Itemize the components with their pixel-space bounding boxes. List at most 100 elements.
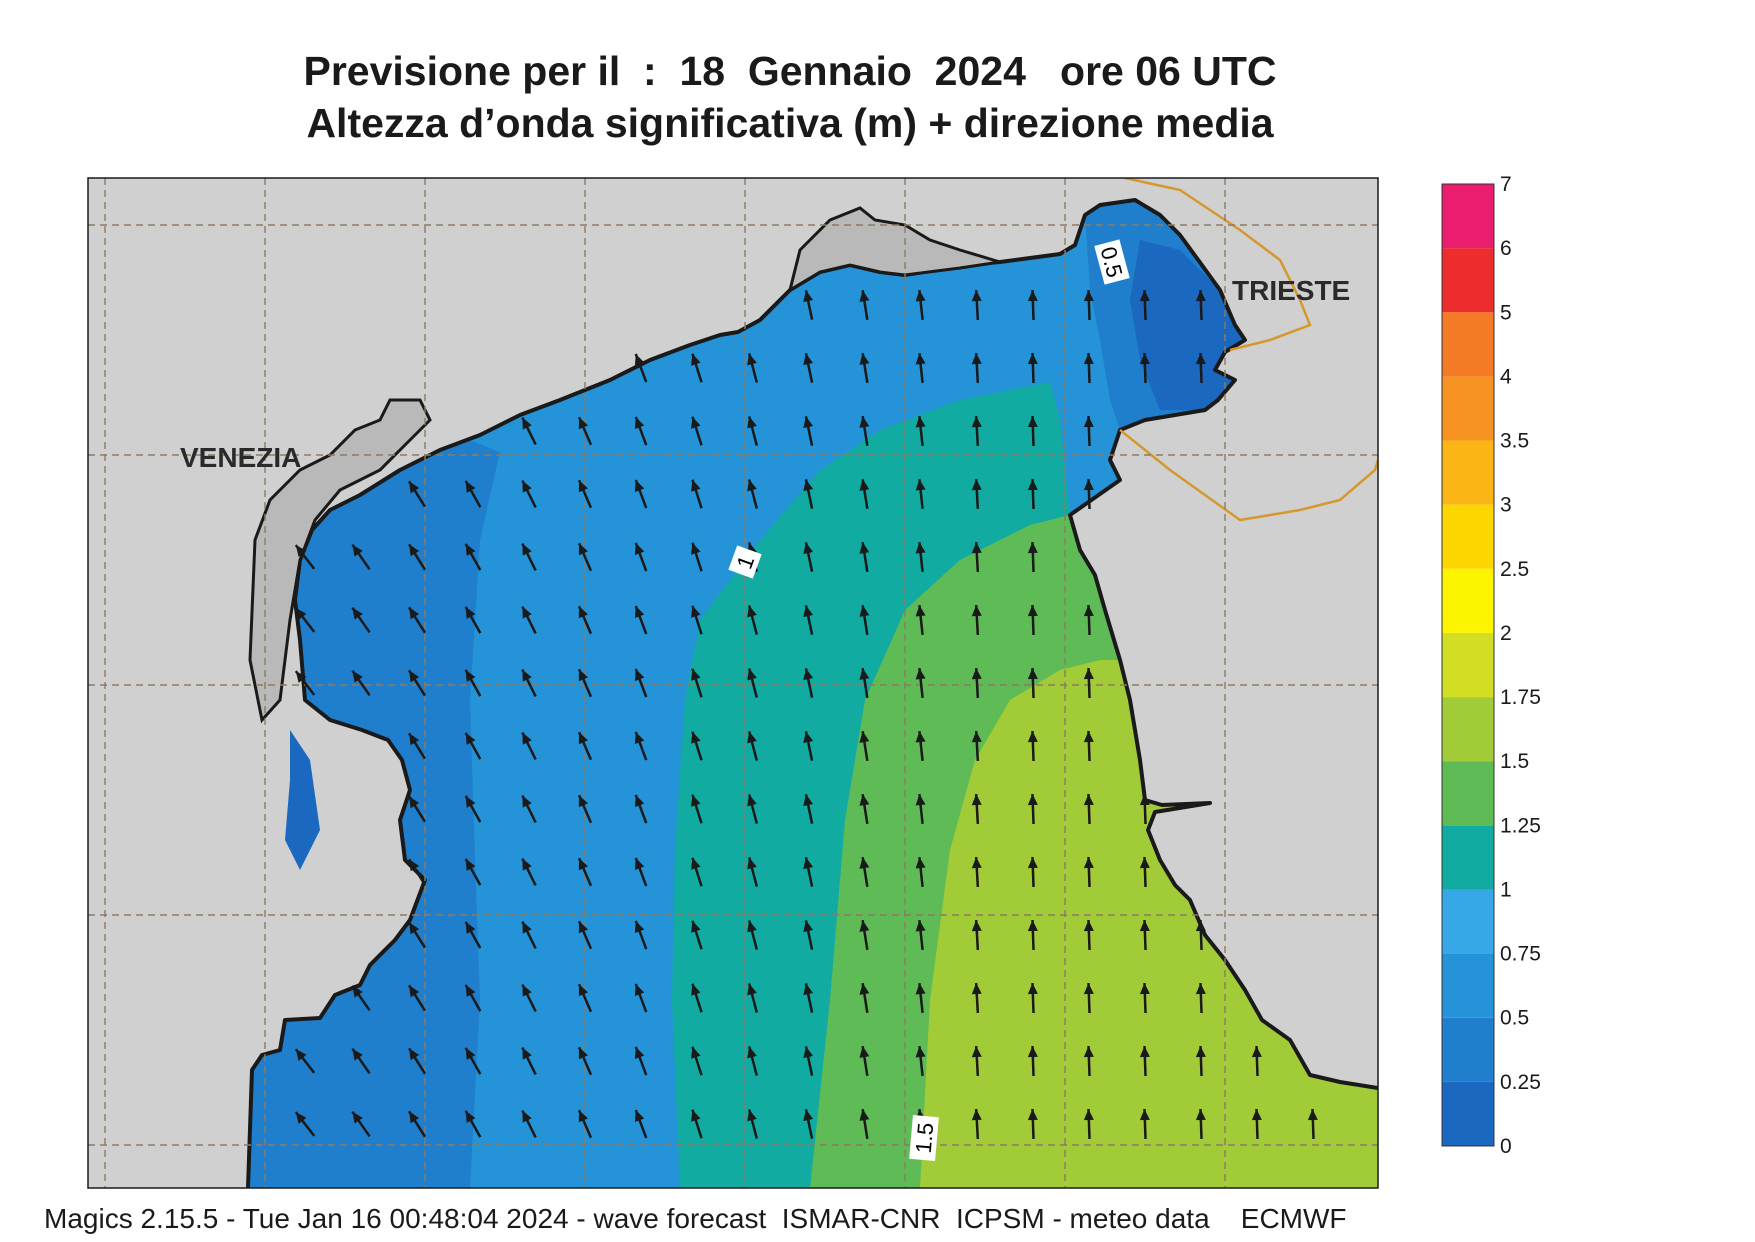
wave-arrow-head [1027, 353, 1038, 365]
wave-arrow-head [465, 1110, 476, 1123]
wave-arrow-head [859, 920, 870, 932]
wave-arrow-head [1083, 353, 1094, 365]
wave-arrow-head [634, 479, 645, 493]
wave-arrow-head [803, 983, 814, 996]
wave-arrow-head [352, 670, 363, 683]
wave-arrow-head [409, 1111, 420, 1124]
wave-arrow-head [691, 1046, 701, 1059]
wave-arrow-head [971, 416, 982, 428]
wave-arrow-head [634, 920, 645, 934]
wave-arrow-head [803, 353, 814, 366]
wave-arrow-head [915, 983, 926, 995]
wave-arrow-head [859, 857, 870, 869]
wave-arrow-head [915, 1046, 926, 1058]
wave-arrow-head [578, 858, 589, 871]
wave-arrow-head [634, 1109, 645, 1123]
colorbar-level-label: 3 [1500, 494, 1512, 517]
wave-arrow-head [409, 796, 420, 809]
wave-arrow-head [691, 857, 701, 870]
wave-arrow-head [409, 481, 420, 494]
wave-arrow-head [971, 668, 982, 680]
wave-arrow-head [578, 417, 589, 430]
wave-arrow-head [803, 416, 814, 429]
wave-arrow-head [352, 985, 363, 998]
wave-arrow-head [1027, 479, 1038, 491]
wave-arrow-head [859, 731, 870, 743]
colorbar-swatch [1442, 312, 1494, 377]
national-border [1119, 178, 1378, 522]
wave-arrow-head [915, 920, 926, 932]
wave-arrow-head [578, 669, 589, 682]
wave-arrow-head [691, 605, 701, 618]
wave-arrow-head [691, 479, 701, 492]
wave-arrow-head [1139, 920, 1150, 932]
wave-arrow-head [747, 353, 757, 366]
wave-arrow-head [1139, 1046, 1150, 1058]
wave-arrow-head [859, 668, 870, 680]
wave-arrow-head [915, 479, 926, 491]
wave-arrow-head [1027, 857, 1038, 869]
wave-arrow-head [465, 543, 476, 556]
wave-arrow-head [522, 858, 532, 871]
wave-arrow-head [522, 543, 532, 556]
wave-arrow-head [634, 1046, 645, 1060]
wave-arrow-head [1083, 479, 1094, 491]
wave-arrow-head [971, 983, 982, 995]
wave-arrow-head [747, 983, 757, 996]
wave-arrow-head [803, 290, 814, 303]
wave-arrow-head [409, 670, 420, 683]
colorbar-swatch [1442, 184, 1494, 249]
wave-arrow-head [691, 983, 701, 996]
wave-arrow-head [352, 1111, 363, 1124]
wave-arrow-head [1139, 794, 1150, 806]
wave-arrow-head [803, 479, 814, 492]
wave-arrow-head [1251, 1109, 1262, 1121]
wave-arrow-head [634, 668, 645, 682]
wave-arrow-head [352, 607, 363, 620]
wave-arrow-head [1083, 794, 1094, 806]
wave-arrow-head [409, 922, 420, 935]
wave-arrow-head [803, 1046, 814, 1059]
colorbar-level-label: 1 [1500, 878, 1512, 901]
map-title-line2: Altezza d’onda significativa (m) + direz… [306, 100, 1274, 146]
wave-arrow-head [971, 794, 982, 806]
wave-arrow-head [859, 983, 870, 995]
wave-arrow-head [634, 857, 645, 871]
wave-arrow-head [747, 605, 757, 618]
wave-arrow-head [1195, 920, 1206, 932]
colorbar-swatch [1442, 376, 1494, 441]
wave-arrow-head [522, 1047, 532, 1060]
wave-arrow-head [1083, 1046, 1094, 1058]
wave-arrow-head [1027, 1109, 1038, 1121]
wave-arrow-head [295, 671, 307, 683]
wave-arrow-head [691, 416, 701, 429]
wave-arrow-head [465, 1047, 476, 1060]
wave-arrow-head [409, 607, 420, 620]
wave-arrow-head [634, 605, 645, 619]
wave-arrow-head [1307, 1109, 1318, 1121]
wave-arrow-head [1027, 920, 1038, 932]
map-frame [87, 177, 1379, 1189]
wave-arrow-head [1027, 542, 1038, 554]
wave-arrow-head [1027, 605, 1038, 617]
wave-arrow-head [803, 920, 814, 933]
wave-arrow-head [409, 859, 420, 872]
wave-arrow-head [522, 795, 532, 808]
wave-arrow-head [634, 794, 645, 808]
colorbar-level-label: 0 [1500, 1135, 1512, 1158]
wave-arrow-head [578, 543, 589, 556]
wave-arrow-head [971, 353, 982, 365]
wave-arrow-head [859, 353, 870, 365]
wave-arrow-head [859, 290, 870, 302]
colorbar: 0 0.25 0.5 0.75 1 1.25 1.5 1.75 2 2.5 3 3.5 4 5 6 7 [1441, 173, 1541, 1158]
colorbar-level-label: 0.25 [1500, 1071, 1541, 1094]
colorbar-swatch [1442, 1081, 1494, 1146]
city-label-venezia: VENEZIA [180, 442, 301, 473]
colorbar-level-label: 1.75 [1500, 686, 1541, 709]
wave-arrow-head [295, 545, 307, 557]
wave-arrow-head [1195, 1046, 1206, 1058]
wave-arrow-head [1195, 353, 1206, 365]
wave-arrow-head [1027, 290, 1038, 302]
wave-arrow-head [409, 733, 420, 746]
colorbar-swatch [1442, 504, 1494, 569]
